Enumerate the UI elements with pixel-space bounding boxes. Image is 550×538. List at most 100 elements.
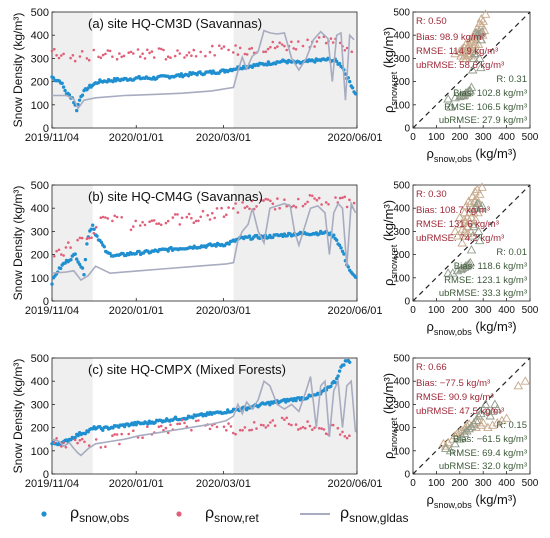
series-point-obs (61, 85, 66, 89)
stats-upper-bias: Bias: 98.9 kg/m³ (416, 32, 485, 43)
series-point-ret (159, 47, 163, 51)
series-line-gldas (51, 376, 357, 457)
scatter-triangle-gldas (476, 62, 486, 72)
series-point-ret (92, 48, 96, 52)
series-point-ret (171, 216, 175, 219)
series-point-ret (245, 53, 249, 56)
series-point-ret (269, 199, 272, 203)
series-point-ret (218, 44, 221, 47)
series-point-ret (115, 57, 119, 61)
series-point-ret (190, 216, 193, 220)
stats-upper-rmse: RMSE: 90.9 kg/m³ (416, 392, 494, 403)
scatter-triangle-ret (474, 189, 485, 198)
series-point-obs (332, 233, 336, 237)
scatter-triangle-gldas (465, 257, 476, 267)
series-point-ret (69, 246, 72, 249)
scatter-triangle-gldas (448, 268, 458, 277)
series-point-ret (338, 433, 342, 436)
series-point-ret (83, 440, 86, 444)
y-axis-label: Snow Density (kg/m³) (11, 359, 25, 474)
series-point-ret (283, 418, 286, 422)
series-point-obs (214, 244, 218, 248)
scatter-triangle-ret (473, 207, 483, 217)
series-point-ret (315, 198, 319, 202)
series-point-ret (273, 424, 277, 428)
series-point-obs (204, 413, 208, 418)
series-point-ret (262, 199, 265, 202)
scatter-x-tick-label: 500 (522, 132, 539, 143)
series-point-ret (190, 428, 193, 432)
series-point-ret (238, 46, 242, 50)
scatter-triangle-gldas (476, 408, 486, 418)
stats-lower-bias: Bias: 102.8 kg/m³ (453, 88, 527, 99)
series-point-ret (248, 207, 251, 211)
scatter-triangle-gldas (485, 411, 495, 420)
scatter-triangle-gldas (469, 221, 479, 231)
series-point-ret (194, 219, 198, 223)
series-point-ret (141, 220, 144, 224)
series-point-obs (305, 396, 310, 400)
scatter-triangle-gldas (492, 404, 503, 413)
series-point-ret (252, 421, 256, 424)
series-point-ret (276, 197, 279, 200)
series-point-ret (60, 54, 63, 57)
y-tick-label: 200 (31, 77, 49, 89)
stats-upper-ubrmse: ubRMSE: 74.2 kg/m³ (416, 233, 504, 244)
series-point-ret (273, 46, 277, 50)
legend: ρsnow,obs ρsnow,ret ρsnow,gldas (41, 505, 408, 525)
scatter-x-tick-label: 400 (498, 305, 515, 316)
scatter-triangle-gldas (467, 231, 478, 240)
series-line-gldas (51, 200, 357, 282)
series-point-ret (157, 425, 161, 429)
series-point-ret (139, 224, 142, 227)
series-point-obs (337, 243, 342, 247)
scatter-x-tick-label: 200 (451, 478, 468, 489)
series-point-ret (60, 253, 63, 256)
series-point-obs (95, 234, 99, 238)
series-point-ret (157, 222, 161, 225)
series-point-ret (336, 426, 340, 430)
x-tick-label: 2020/06/01 (327, 478, 382, 490)
scatter-x-tick-label: 500 (522, 478, 539, 489)
scatter-triangle-gldas (469, 53, 479, 62)
panel-0: 0 100 200 300 400 500 2019/11/04 2020/01/01 2020… (11, 7, 539, 164)
series-line-gldas (52, 29, 355, 110)
series-point-ret (101, 53, 105, 57)
series-point-ret (229, 425, 233, 428)
stats-upper-bias: Bias: 108.7 kg/m³ (416, 205, 490, 216)
series-point-ret (331, 41, 335, 44)
scatter-triangle-ret (497, 415, 507, 425)
shaded-period (52, 358, 93, 474)
scatter-x-tick-label: 400 (498, 132, 515, 143)
series-point-ret (62, 441, 65, 445)
series-point-obs (83, 431, 88, 436)
series-point-ret (120, 216, 123, 219)
series-point-obs (101, 428, 105, 432)
y-tick-label: 0 (43, 469, 49, 481)
series-point-obs (333, 380, 337, 385)
scatter-triangle-gldas (477, 26, 487, 36)
series-point-ret (283, 44, 286, 48)
series-point-ret (141, 436, 144, 440)
series-point-ret (241, 429, 244, 432)
series-point-ret (55, 54, 58, 57)
series-point-ret (208, 218, 212, 221)
series-point-obs (91, 223, 95, 227)
series-point-ret (62, 254, 65, 257)
scatter-triangle-ret (477, 182, 487, 191)
series-point-ret (57, 56, 61, 60)
series-point-ret (348, 198, 351, 202)
series-point-obs (77, 98, 82, 102)
series-point-ret (262, 424, 265, 427)
series-point-obs (224, 411, 228, 415)
series-point-obs (350, 86, 355, 90)
series-point-ret (118, 52, 121, 55)
scatter-triangle-gldas (445, 445, 456, 455)
series-point-ret (338, 196, 342, 200)
series-point-ret (176, 422, 179, 426)
x-tick-label: 2020/06/01 (327, 305, 382, 317)
series-point-ret (208, 427, 212, 431)
series-point-ret (71, 54, 75, 57)
series-point-ret (352, 201, 356, 205)
series-point-ret (292, 204, 296, 208)
